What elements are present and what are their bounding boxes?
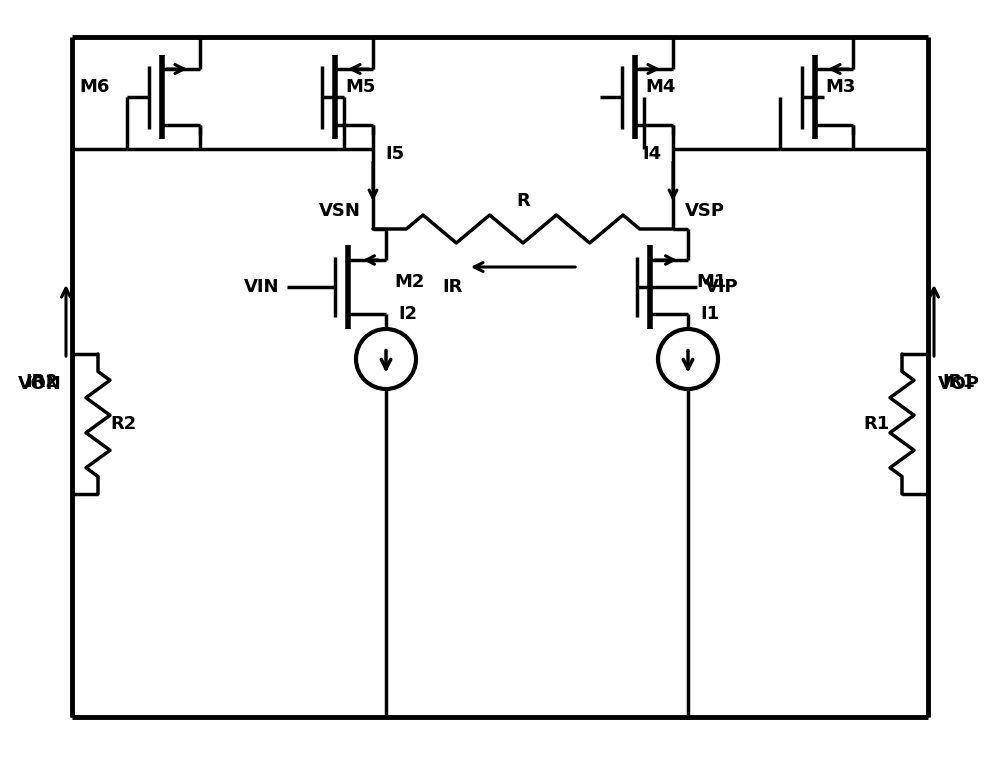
Text: M2: M2: [394, 273, 424, 291]
Text: M1: M1: [696, 273, 726, 291]
Text: I5: I5: [385, 145, 404, 163]
Text: VIN: VIN: [244, 278, 279, 296]
Text: IR: IR: [443, 278, 463, 296]
Text: VSN: VSN: [319, 202, 361, 220]
Text: M5: M5: [345, 78, 375, 96]
Text: M4: M4: [645, 78, 675, 96]
Text: VOP: VOP: [938, 375, 980, 393]
Text: M6: M6: [80, 78, 110, 96]
Text: R2: R2: [110, 415, 136, 433]
Text: I2: I2: [398, 305, 417, 323]
Text: VIP: VIP: [705, 278, 739, 296]
Text: R: R: [516, 192, 530, 210]
Text: IR2: IR2: [25, 373, 58, 391]
Text: I1: I1: [700, 305, 719, 323]
Text: M3: M3: [825, 78, 855, 96]
Text: I4: I4: [642, 145, 661, 163]
Text: R1: R1: [864, 415, 890, 433]
Text: VON: VON: [18, 375, 62, 393]
Text: IR1: IR1: [942, 373, 975, 391]
Text: VSP: VSP: [685, 202, 725, 220]
